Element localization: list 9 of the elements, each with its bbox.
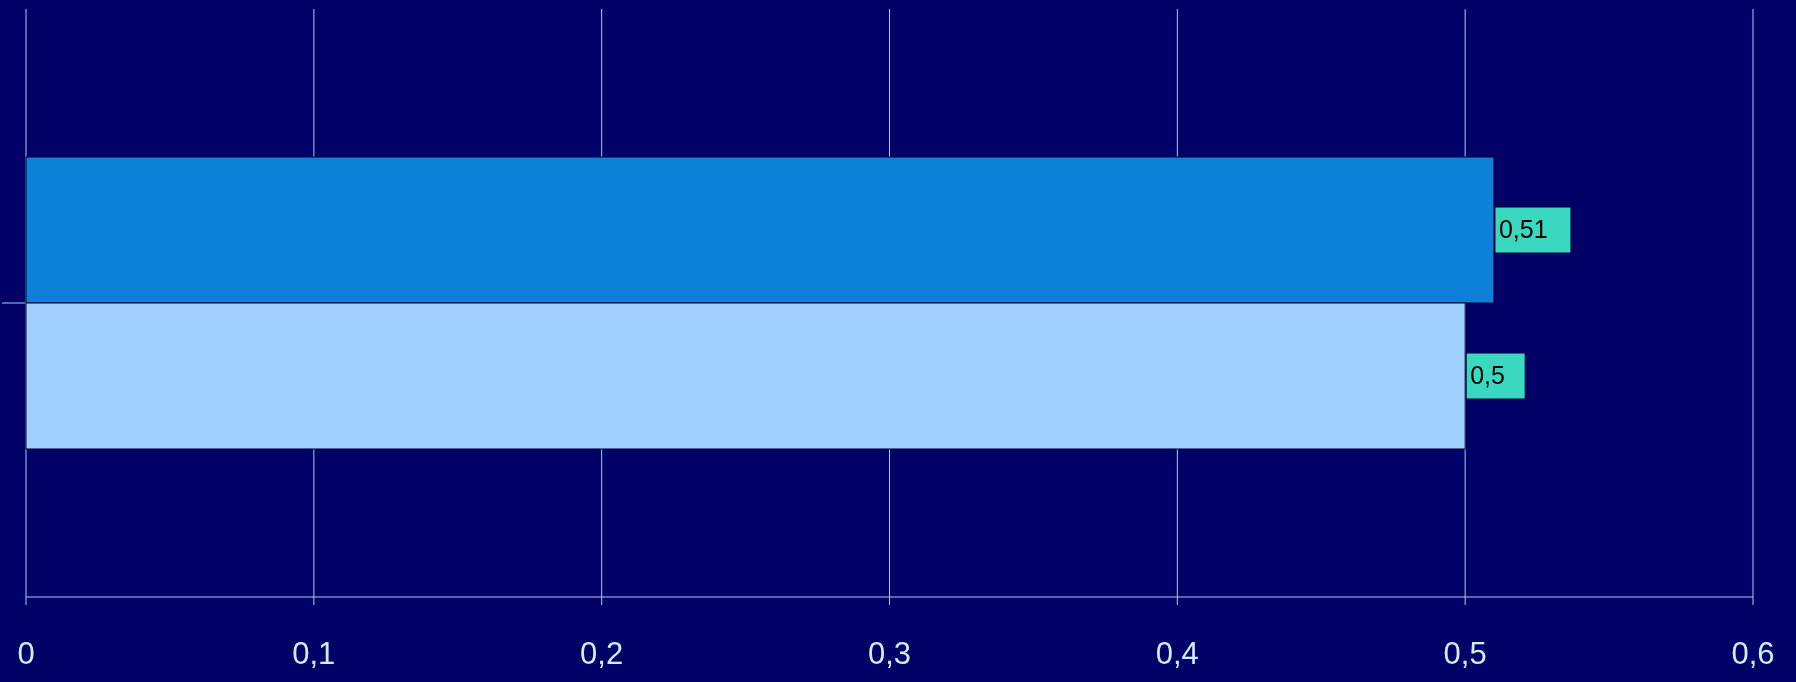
x-tick-label: 0,4: [1155, 636, 1199, 671]
x-tick-label: 0,6: [1731, 636, 1775, 671]
x-tick-label: 0,2: [580, 636, 624, 671]
x-tick-label: 0,5: [1443, 636, 1487, 671]
x-tick-label: 0,3: [867, 636, 912, 671]
data-label: 0,5: [1470, 360, 1505, 389]
data-label: 0,51: [1498, 215, 1548, 244]
x-tick-label: 0: [17, 636, 35, 671]
x-tick-label: 0,1: [292, 636, 336, 671]
